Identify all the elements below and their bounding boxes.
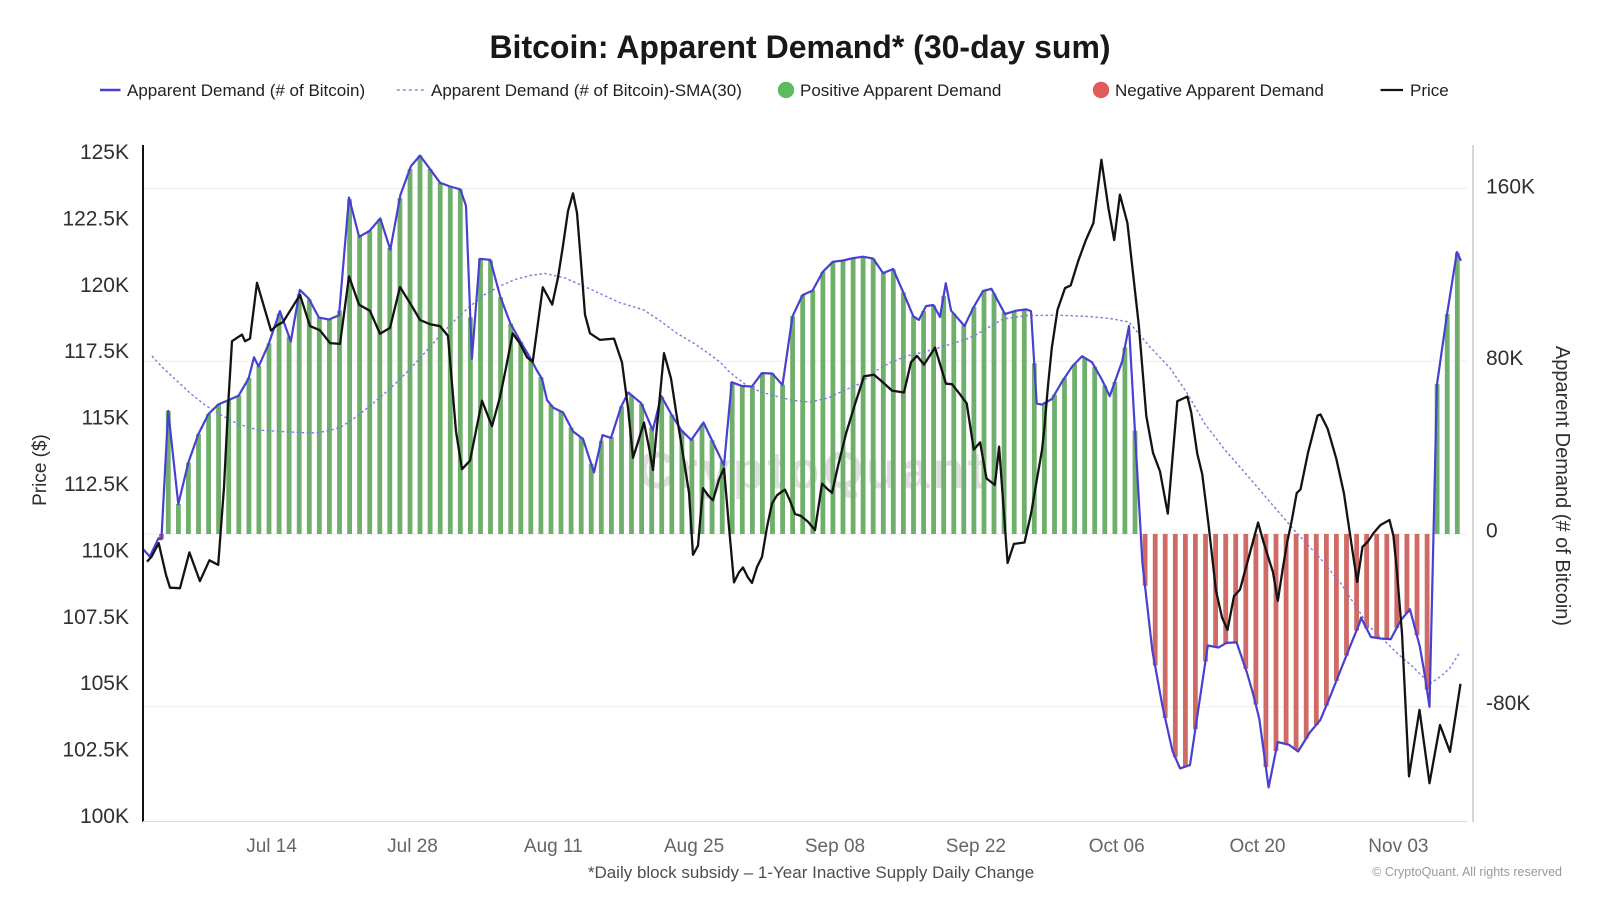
svg-text:117.5K: 117.5K — [64, 340, 129, 363]
svg-text:120K: 120K — [80, 274, 129, 297]
svg-text:102.5K: 102.5K — [62, 739, 129, 762]
svg-text:© CryptoQuant. All rights rese: © CryptoQuant. All rights reserved — [1372, 865, 1562, 879]
svg-text:Apparent Demand (# of Bitcoin): Apparent Demand (# of Bitcoin)-SMA(30) — [431, 81, 742, 100]
svg-text:Price: Price — [1410, 81, 1449, 100]
svg-text:Jul 14: Jul 14 — [246, 836, 297, 857]
svg-text:125K: 125K — [80, 141, 129, 164]
svg-text:112.5K: 112.5K — [64, 473, 129, 496]
svg-text:Sep 22: Sep 22 — [946, 836, 1006, 857]
svg-text:Apparent Demand (# of Bitcoin): Apparent Demand (# of Bitcoin) — [127, 81, 365, 100]
svg-text:Aug 11: Aug 11 — [524, 836, 583, 857]
svg-text:*Daily block subsidy – 1-Year: *Daily block subsidy – 1-Year Inactive S… — [588, 863, 1034, 882]
svg-text:Apparent Demand (# of Bitcoin): Apparent Demand (# of Bitcoin) — [1551, 346, 1573, 626]
svg-text:80K: 80K — [1486, 347, 1523, 370]
svg-text:Aug 25: Aug 25 — [664, 836, 724, 857]
svg-text:Price ($): Price ($) — [30, 434, 51, 506]
svg-text:122.5K: 122.5K — [62, 207, 129, 230]
svg-text:110K: 110K — [82, 539, 130, 562]
svg-text:Positive Apparent Demand: Positive Apparent Demand — [800, 81, 1001, 100]
svg-text:160K: 160K — [1486, 175, 1535, 198]
svg-text:100K: 100K — [80, 805, 129, 828]
svg-text:Jul 28: Jul 28 — [387, 836, 438, 857]
svg-text:115K: 115K — [82, 407, 130, 430]
svg-text:Oct 06: Oct 06 — [1089, 836, 1145, 857]
svg-text:105K: 105K — [80, 672, 129, 695]
svg-text:Nov 03: Nov 03 — [1368, 836, 1428, 857]
svg-text:0: 0 — [1486, 519, 1498, 542]
svg-text:-80K: -80K — [1486, 692, 1530, 715]
svg-text:Sep 08: Sep 08 — [805, 836, 865, 857]
svg-text:Oct 20: Oct 20 — [1230, 836, 1286, 857]
svg-text:Negative Apparent Demand: Negative Apparent Demand — [1115, 81, 1324, 100]
svg-text:Bitcoin: Apparent Demand* (30-: Bitcoin: Apparent Demand* (30-day sum) — [489, 29, 1110, 65]
svg-text:107.5K: 107.5K — [62, 606, 129, 629]
